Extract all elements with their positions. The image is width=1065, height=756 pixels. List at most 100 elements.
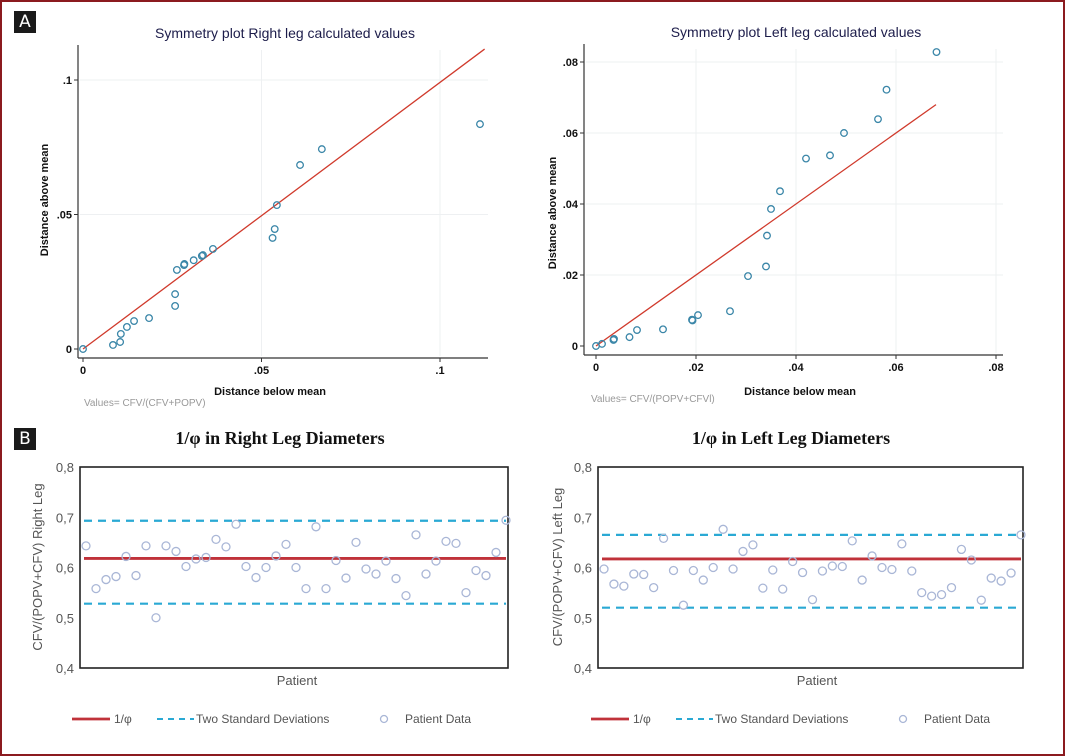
- patient-point: [887, 564, 897, 575]
- patient-point: [381, 556, 391, 566]
- patient-point: [668, 565, 679, 576]
- patient-point: [817, 566, 828, 576]
- x-tick-label: .1: [435, 365, 444, 377]
- chart-title: Symmetry plot Right leg calculated value…: [155, 25, 415, 41]
- patient-point: [678, 600, 689, 610]
- data-point: [826, 151, 834, 160]
- data-point: [840, 129, 848, 137]
- legend-phi-label: 1/φ: [633, 712, 651, 726]
- patient-point: [391, 573, 401, 584]
- patient-point: [411, 530, 421, 540]
- legend-phi-label: 1/φ: [114, 712, 132, 726]
- patient-point: [461, 587, 471, 598]
- patient-point: [491, 547, 501, 558]
- patient-point: [748, 540, 758, 550]
- patient-point: [291, 562, 301, 573]
- data-point: [633, 326, 641, 334]
- patient-point: [81, 541, 91, 551]
- data-point: [776, 187, 784, 196]
- y-tick-label: .02: [563, 270, 578, 282]
- data-point: [694, 311, 702, 320]
- patient-point: [431, 556, 441, 566]
- y-tick-label: 0,7: [56, 510, 74, 525]
- patient-point: [936, 589, 947, 600]
- y-tick-label: 0: [66, 344, 72, 356]
- data-point: [130, 317, 139, 325]
- x-tick-label: 0: [80, 365, 86, 377]
- reference-line: [595, 104, 937, 347]
- patient-point: [221, 542, 231, 552]
- patient-point: [301, 583, 311, 594]
- panel-label-a: A: [14, 11, 36, 33]
- patient-point: [501, 515, 511, 525]
- x-tick-label: .05: [254, 365, 269, 377]
- data-point: [802, 154, 810, 163]
- chart-title: 1/φ in Left Leg Diameters: [692, 428, 890, 448]
- panel-label-b: B: [14, 428, 36, 450]
- data-point: [109, 341, 117, 349]
- data-point: [172, 265, 181, 274]
- patient-point: [351, 537, 361, 548]
- patient-point: [141, 541, 151, 551]
- y-tick-label: 0,4: [574, 661, 592, 676]
- values-note: Values= CFV/(CFV+POPV): [84, 398, 206, 409]
- data-point: [180, 260, 189, 268]
- data-point: [744, 272, 752, 281]
- patient-point: [986, 573, 996, 583]
- patient-point: [371, 569, 381, 579]
- patient-point: [837, 561, 847, 572]
- data-point: [272, 201, 281, 210]
- patient-point: [1016, 530, 1026, 540]
- patient-point: [768, 565, 778, 575]
- plot-frame: [79, 466, 509, 669]
- patient-point: [271, 551, 281, 561]
- y-tick-label: 0,6: [56, 561, 74, 576]
- data-point: [598, 339, 606, 348]
- patient-point: [778, 584, 788, 594]
- y-tick-label: 0,7: [574, 510, 592, 525]
- y-tick-label: 0,6: [574, 561, 592, 576]
- patient-point: [698, 575, 708, 585]
- patient-point: [421, 569, 431, 579]
- y-tick-label: .05: [57, 210, 72, 222]
- y-tick-label: .1: [63, 75, 72, 87]
- patient-point: [976, 595, 986, 605]
- patient-point: [181, 561, 191, 572]
- patient-point: [101, 574, 111, 585]
- patient-point: [907, 566, 917, 576]
- y-axis-label: Distance above mean: [39, 143, 51, 256]
- patient-point: [131, 570, 141, 581]
- patient-point: [877, 562, 887, 573]
- data-point: [116, 329, 125, 338]
- patient-point: [341, 573, 351, 583]
- data-point: [874, 115, 882, 124]
- patient-point: [629, 569, 639, 579]
- patient-point: [599, 564, 609, 574]
- data-point: [726, 307, 734, 316]
- data-point: [270, 225, 279, 233]
- legend-patient-label: Patient Data: [924, 712, 990, 726]
- patient-point: [867, 551, 877, 561]
- legend-sd-label: Two Standard Deviations: [715, 712, 848, 726]
- data-point: [208, 244, 217, 253]
- patient-point: [471, 565, 481, 576]
- y-axis-label: CFV/(POPV+CFV) Right Leg: [30, 483, 45, 650]
- data-point: [762, 262, 770, 271]
- patient-point: [171, 546, 181, 557]
- x-tick-label: .08: [988, 362, 1003, 374]
- y-tick-label: 0,5: [574, 611, 592, 626]
- x-tick-label: 0: [593, 362, 599, 374]
- patient-point: [111, 571, 121, 582]
- data-point: [145, 314, 153, 323]
- patient-point: [201, 552, 211, 563]
- patient-point: [639, 569, 649, 580]
- patient-point: [658, 533, 669, 544]
- patient-point: [708, 562, 718, 573]
- y-tick-label: 0,8: [574, 460, 592, 475]
- x-axis-label: Patient: [277, 673, 318, 688]
- patient-point: [311, 522, 321, 532]
- chart-title: Symmetry plot Left leg calculated values: [671, 24, 922, 40]
- patient-point: [281, 539, 291, 550]
- patient-point: [261, 562, 271, 573]
